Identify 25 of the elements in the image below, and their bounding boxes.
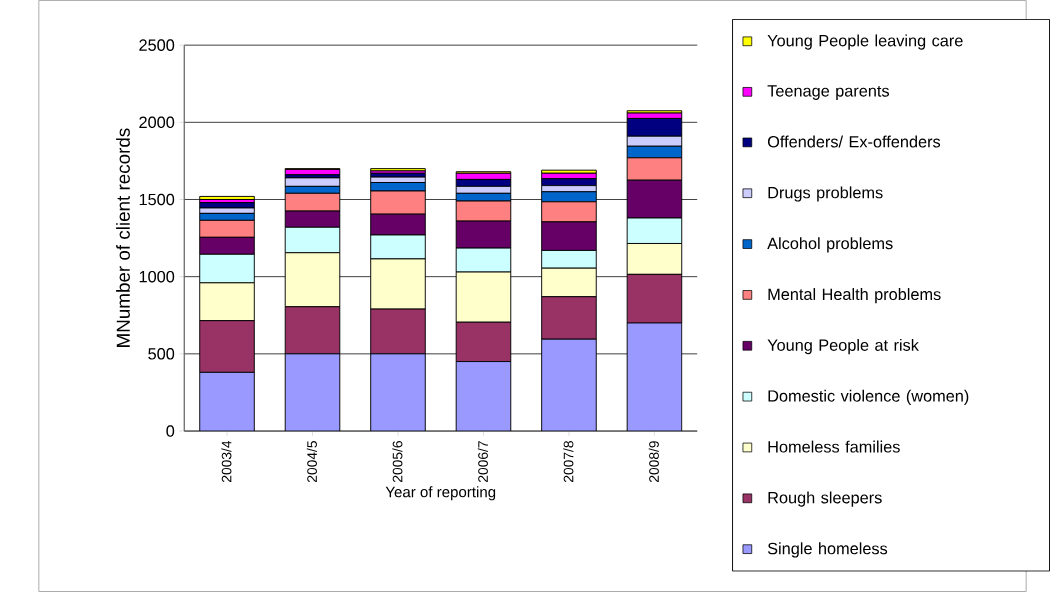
legend-label: Young People leaving care	[767, 34, 963, 50]
x-tick-label: 2005/6	[392, 441, 403, 482]
y-tick-label: 1000	[139, 270, 175, 283]
x-tick-label: 2004/5	[306, 441, 317, 482]
legend-label: Drugs problems	[768, 186, 883, 202]
x-axis-title: Year of reporting	[385, 486, 496, 501]
x-tick-label: 2003/4	[221, 440, 232, 482]
legend-label: Alcohol problems	[767, 237, 893, 253]
x-tick-label: 2008/9	[648, 441, 659, 482]
y-tick-label: 2500	[139, 39, 175, 51]
legend-label: Single homeless	[767, 542, 888, 558]
x-tick-label: 2007/8	[563, 441, 574, 482]
y-tick-label: 1500	[139, 193, 175, 206]
y-tick-label: 2000	[139, 116, 175, 129]
y-tick-label: 500	[148, 348, 175, 360]
legend-label: Mental Health problems	[768, 288, 941, 304]
y-axis-title: MNumber of client records	[116, 128, 130, 347]
legend-label: Young People at risk	[767, 338, 919, 355]
y-tick-label: 0	[166, 425, 175, 437]
legend-label: Homeless families	[768, 440, 900, 453]
legend-label: Rough sleepers	[768, 491, 882, 507]
x-tick-label: 2006/7	[477, 441, 488, 482]
legend-label: Teenage parents	[767, 85, 890, 100]
legend-label: Offenders/ Ex-offenders	[767, 135, 941, 148]
legend-label: Domestic violence (women)	[768, 389, 969, 405]
